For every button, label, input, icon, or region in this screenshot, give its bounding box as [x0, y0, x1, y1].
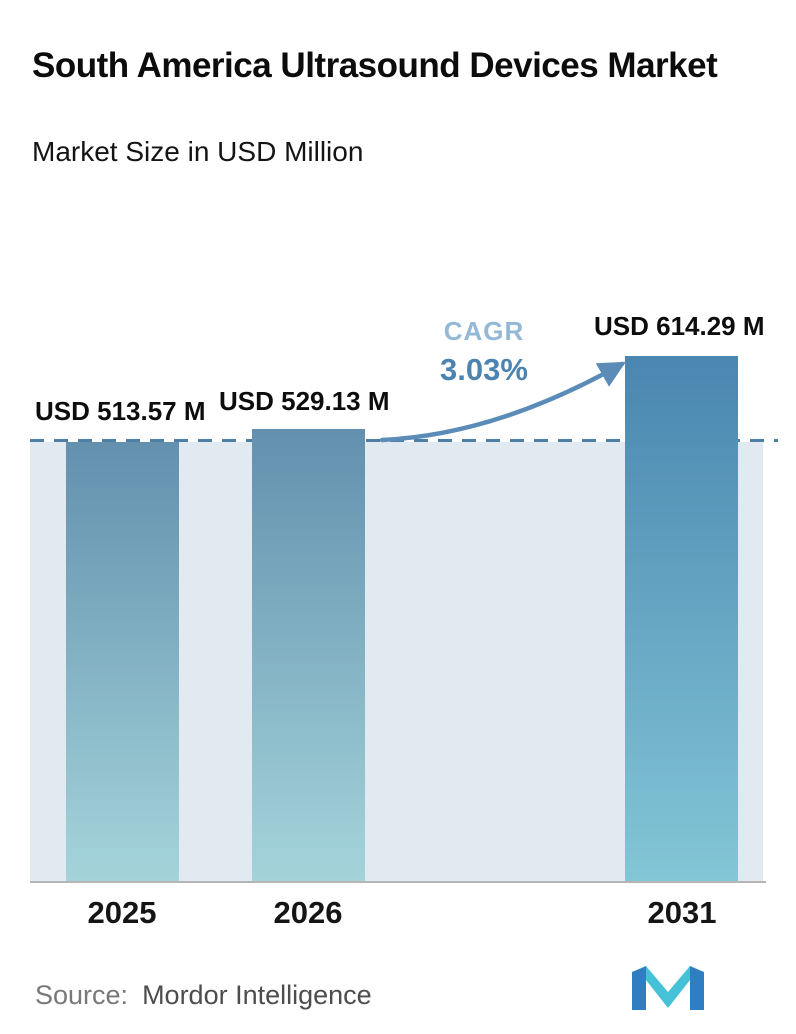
- chart-title: South America Ultrasound Devices Market: [32, 46, 718, 86]
- chart-subtitle: Market Size in USD Million: [32, 136, 364, 167]
- source-label: Source:: [35, 980, 129, 1010]
- source-value: Mordor Intelligence: [142, 980, 372, 1010]
- x-axis-line: [30, 881, 766, 883]
- x-axis-label-2025: 2025: [87, 895, 157, 930]
- cagr-label: CAGR: [443, 316, 525, 346]
- value-label-2031: USD 614.29 M: [594, 311, 765, 341]
- cagr-value: 3.03%: [440, 352, 528, 387]
- mordor-intelligence-logo: [632, 966, 704, 1010]
- bar-2026: [252, 429, 365, 881]
- value-label-2025: USD 513.57 M: [35, 396, 206, 426]
- value-label-2026: USD 529.13 M: [219, 386, 390, 416]
- cagr-annotation: CAGR 3.03%: [409, 316, 559, 388]
- bar-2031: [625, 356, 738, 881]
- x-axis-label-2026: 2026: [273, 895, 343, 930]
- cagr-arrow-icon: [379, 361, 626, 443]
- source-attribution: Source: Mordor Intelligence: [35, 980, 372, 1011]
- bar-2025: [66, 442, 179, 881]
- x-axis-label-2031: 2031: [647, 895, 717, 930]
